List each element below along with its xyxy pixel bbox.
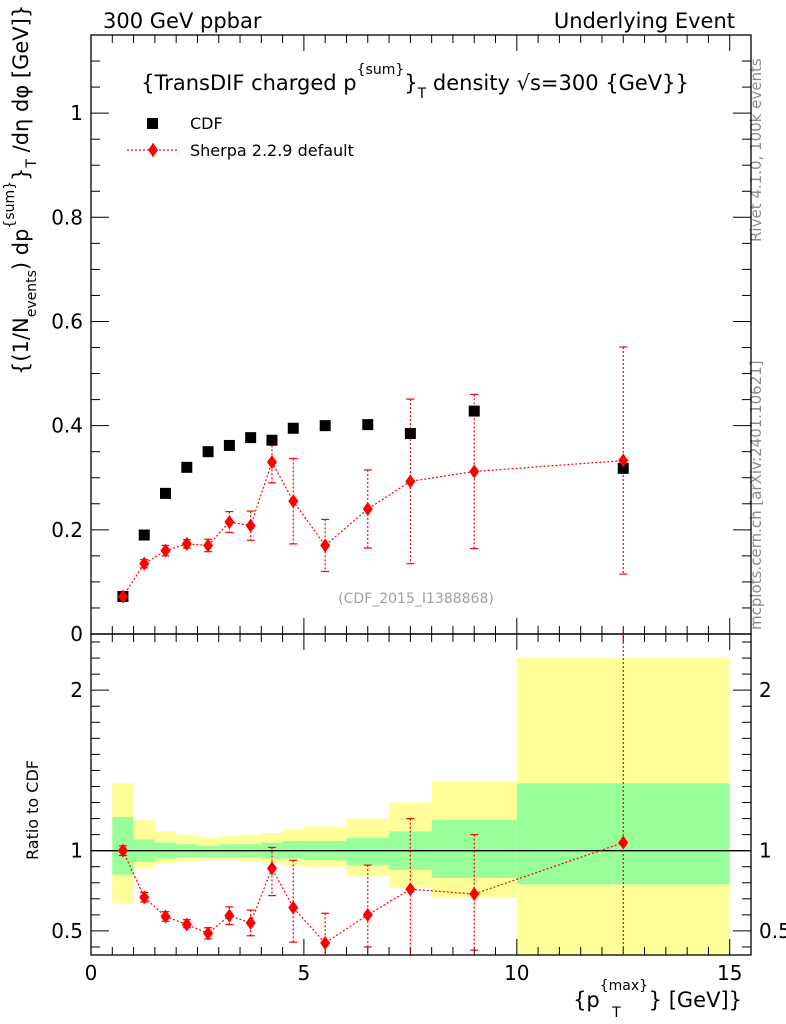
cdf-point-12 [468,405,480,417]
x-tick-label-2: 10 [504,961,529,985]
main-plot: 0 0.2 0.4 0.6 0.8 1 [51,34,752,646]
main-ytick-label-0: 0 [70,622,83,646]
sherpa-line [122,459,624,597]
ratio-ytick-label-right-1: 1 [759,839,772,863]
stat-band-12 [431,820,517,878]
sherpa-point-8 [288,494,299,509]
ratio-point-6 [245,915,256,930]
ratio-line [122,842,624,944]
sherpa-point-1 [139,556,150,571]
rivet-label: Rivet 4.1.0, 100k events [747,58,765,242]
cdf-point-9 [319,420,331,432]
main-ytick-label-2: 0.4 [51,414,83,438]
sherpa-point-7 [266,455,277,470]
ratio-point-1 [139,890,150,905]
cdf-point-1 [138,529,150,541]
ratio-point-10 [362,907,373,922]
sherpa-point-11 [405,474,416,489]
main-ytick-label-5: 1 [70,101,83,125]
x-tick-label-0: 0 [85,961,98,985]
stat-band-4 [197,845,219,858]
sherpa-point-5 [224,515,235,530]
header-left: 300 GeV ppbar [103,9,262,33]
cdf-point-5 [223,439,235,451]
main-ytick-label-1: 0.2 [51,518,83,542]
ratio-ytick-label-right-2: 2 [759,678,772,702]
ratio-point-5 [224,908,235,923]
main-ytick-label-3: 0.6 [51,309,83,333]
legend-cdf-marker [147,118,158,129]
stat-band-10 [346,837,390,866]
cdf-point-8 [287,422,299,434]
ratio-point-3 [181,917,192,932]
legend-sherpa-label: Sherpa 2.2.9 default [190,141,354,160]
sherpa-point-0 [117,589,128,604]
x-axis-label: {p{max} T} [GeV]} [573,978,742,1021]
sherpa-point-9 [320,538,331,553]
ratio-point-9 [320,935,331,950]
ratio-point-7 [266,861,277,876]
ratio-point-4 [203,926,214,941]
cdf-point-2 [160,487,172,499]
ratio-ylabel: Ratio to CDF [23,760,42,860]
ratio-point-11 [405,882,416,897]
sherpa-point-3 [181,536,192,551]
sherpa-point-10 [362,501,373,516]
x-tick-label-1: 5 [298,961,311,985]
header-right: Underlying Event [554,9,735,33]
legend-sherpa-marker [148,143,158,157]
x-tick-label-3: 15 [717,961,742,985]
ratio-point-2 [160,909,171,924]
ratio-frame [90,633,752,956]
ratio-ytick-label-left-0: 0.5 [51,919,83,943]
cdf-point-13 [617,462,629,474]
analysis-watermark: (CDF_2015_I1388868) [338,591,494,607]
sherpa-point-2 [160,543,171,558]
sherpa-point-13 [618,453,629,468]
legend-cdf-label: CDF [190,114,223,133]
cdf-point-3 [181,461,193,473]
main-title: {TransDIF charged p{sum}}T density √s=30… [141,62,689,102]
cdf-point-10 [362,419,374,431]
main-ytick-label-4: 0.8 [51,205,83,229]
cdf-point-4 [202,446,214,458]
ratio-point-0 [117,843,128,858]
ratio-point-12 [469,887,480,902]
ratio-point-13 [618,835,629,850]
stat-band-8 [282,841,304,859]
ratio-ytick-label-right-0: 0.5 [759,919,786,943]
ratio-point-8 [288,900,299,915]
sherpa-point-4 [203,538,214,553]
cdf-point-6 [245,432,257,444]
main-ylabel: {(1/Nevents) dp{sum}}T /dη dφ [GeV]} [2,5,40,375]
ratio-ytick-label-left-2: 2 [70,678,83,702]
sherpa-point-6 [245,518,256,533]
cdf-point-11 [404,427,416,439]
ratio-plot: 0 5 10 15 0.5 0.5 1 1 2 2 [51,633,786,985]
sherpa-point-12 [469,464,480,479]
legend: CDF Sherpa 2.2.9 default [127,114,354,160]
ratio-ytick-label-left-1: 1 [70,839,83,863]
cdf-point-7 [266,434,278,446]
mcplots-label: mcplots.cern.ch [arXiv:2401.10621] [747,360,765,630]
